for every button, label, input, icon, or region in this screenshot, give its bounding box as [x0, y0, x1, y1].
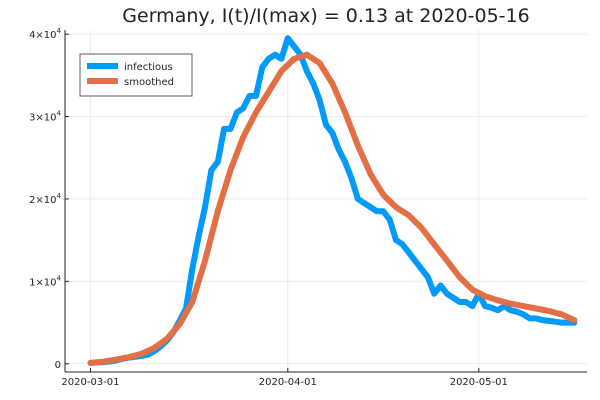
legend-label-infectious: infectious	[124, 62, 173, 73]
legend: infectious smoothed	[79, 53, 193, 97]
series-smoothed-line	[87, 51, 578, 366]
y-tick-label: 3×104	[29, 110, 61, 124]
legend-box	[79, 53, 193, 97]
y-tick-label: 4×104	[29, 27, 61, 41]
y-tick-label: 2×104	[29, 192, 61, 206]
chart-title: Germany, I(t)/I(max) = 0.13 at 2020-05-1…	[122, 5, 529, 27]
tick-labels: 0 1×104 2×104 3×104 4×104 2020-03-01 2020-04-0…	[29, 27, 508, 388]
x-tick-label: 2020-03-01	[61, 377, 119, 388]
y-tick-label: 0	[55, 360, 61, 371]
axes	[64, 30, 587, 373]
x-tick-label: 2020-05-01	[450, 377, 508, 388]
x-tick-label: 2020-04-01	[259, 377, 317, 388]
series-layer	[87, 35, 578, 366]
legend-label-smoothed: smoothed	[124, 77, 174, 88]
y-tick-label: 1×104	[29, 274, 61, 288]
